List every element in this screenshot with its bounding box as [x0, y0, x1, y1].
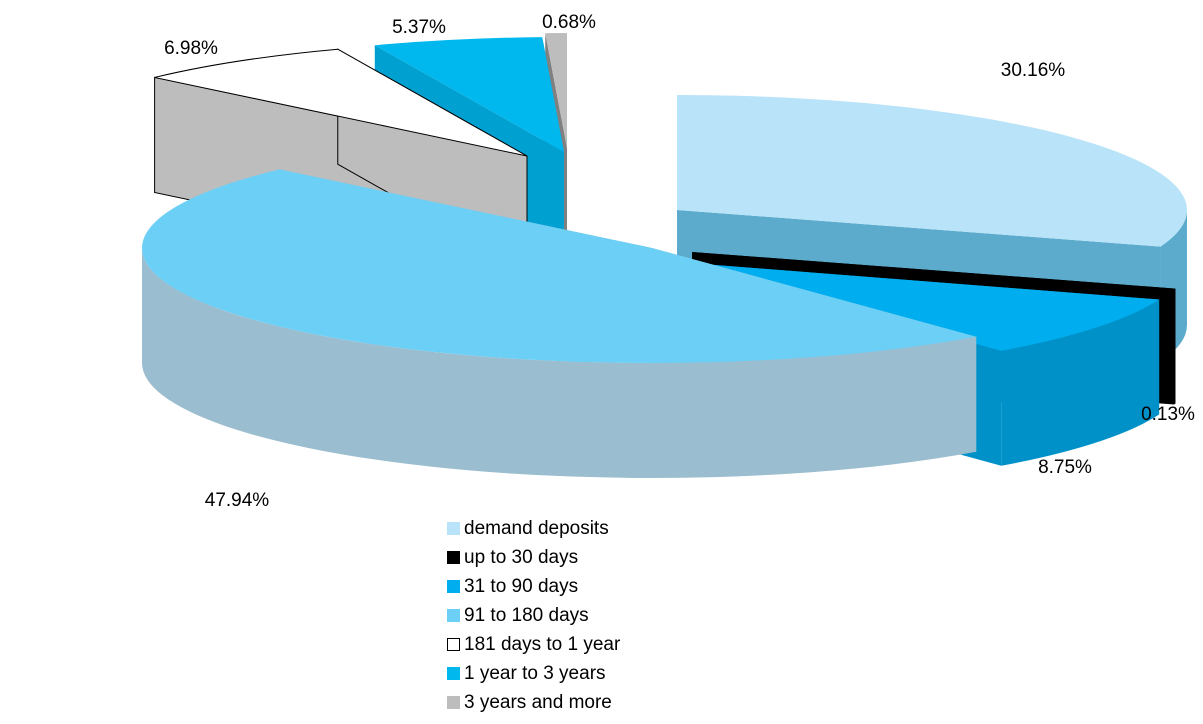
- slice-31-to-90-days-side: [1001, 299, 1160, 466]
- legend-swatch: [447, 522, 460, 535]
- legend-item-31-to-90-days: 31 to 90 days: [447, 572, 620, 601]
- slice-91-to-180-days: [141, 169, 977, 478]
- legend: demand deposits up to 30 days 31 to 90 day…: [447, 514, 620, 717]
- legend-swatch: [447, 551, 460, 564]
- data-label-3-years-and-more: 0.68%: [542, 12, 596, 33]
- legend-swatch: [447, 638, 460, 651]
- data-label-31-to-90-days: 8.75%: [1038, 457, 1092, 478]
- legend-item-3-years-and-more: 3 years and more: [447, 688, 620, 717]
- slice-91-to-180-days-side: [141, 248, 977, 478]
- legend-swatch: [447, 580, 460, 593]
- slice-31-to-90-days-top: [677, 262, 1160, 351]
- legend-item-1-year-to-3-years: 1 year to 3 years: [447, 659, 620, 688]
- legend-item-up-to-30-days: up to 30 days: [447, 543, 620, 572]
- legend-label: up to 30 days: [464, 546, 579, 568]
- data-label-up-to-30-days: 0.13%: [1141, 404, 1195, 425]
- data-label-demand-deposits: 30.16%: [1001, 60, 1066, 81]
- data-label-181-days-to-1-year: 6.98%: [164, 38, 218, 59]
- legend-label: 1 year to 3 years: [464, 662, 606, 684]
- slice-1-year-to-3-years-top: [374, 37, 564, 152]
- data-label-1-year-to-3-years: 5.37%: [392, 17, 446, 38]
- slice-91-to-180-days-top: [141, 169, 977, 364]
- legend-swatch: [447, 696, 460, 709]
- legend-label: 31 to 90 days: [464, 575, 579, 597]
- legend-label: demand deposits: [464, 517, 609, 539]
- legend-item-demand-deposits: demand deposits: [447, 514, 620, 543]
- slice-demand-deposits-top: [677, 95, 1188, 247]
- slice-181-days-to-1-year-top: [154, 48, 528, 157]
- slice-up-to-30-days-top: [692, 252, 1176, 290]
- legend-swatch: [447, 609, 460, 622]
- slice-3-years-and-more-top: [545, 33, 567, 148]
- data-label-91-to-180-days: 47.94%: [205, 490, 270, 511]
- legend-item-181-days-to-1-year: 181 days to 1 year: [447, 630, 620, 659]
- legend-label: 181 days to 1 year: [464, 633, 621, 655]
- legend-item-91-to-180-days: 91 to 180 days: [447, 601, 620, 630]
- slice-up-to-30-days-side: [1174, 288, 1176, 405]
- legend-swatch: [447, 667, 460, 680]
- legend-label: 91 to 180 days: [464, 604, 589, 626]
- legend-label: 3 years and more: [464, 691, 612, 713]
